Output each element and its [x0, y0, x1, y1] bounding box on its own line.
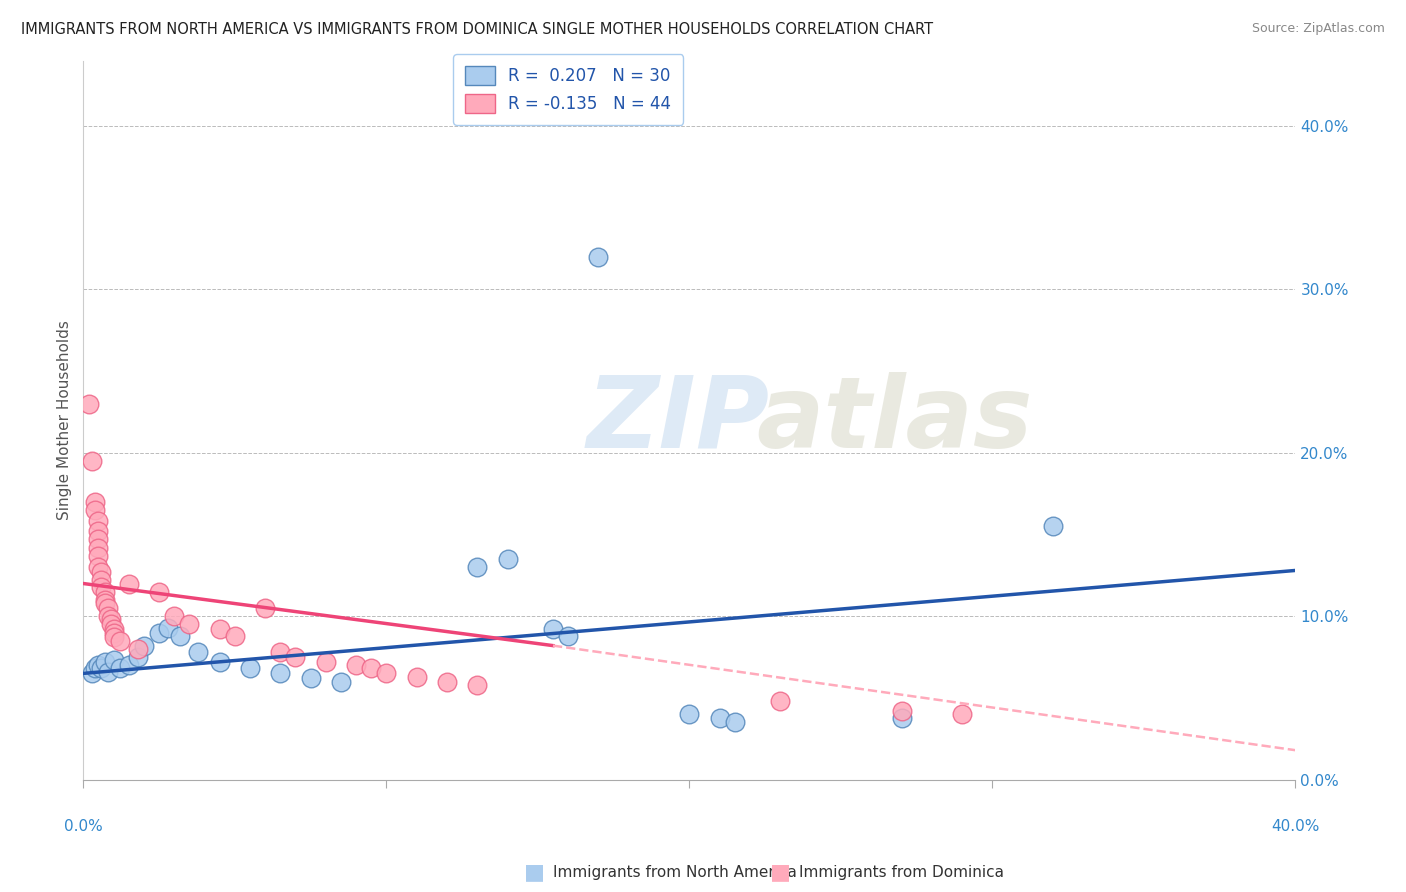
Point — [100, 617, 122, 632]
Point — [96, 601, 118, 615]
Text: ■: ■ — [524, 863, 544, 882]
Point — [224, 629, 246, 643]
Point — [82, 454, 104, 468]
Point — [108, 633, 131, 648]
Point — [79, 397, 101, 411]
Point — [103, 622, 125, 636]
Point — [299, 671, 322, 685]
Point — [678, 707, 700, 722]
Point — [208, 622, 231, 636]
Point — [93, 655, 115, 669]
Point — [87, 524, 110, 539]
Point — [87, 533, 110, 547]
Text: 40.0%: 40.0% — [1271, 819, 1320, 834]
Text: ZIP: ZIP — [586, 372, 769, 468]
Text: atlas: atlas — [756, 372, 1032, 468]
Text: Immigrants from North America: Immigrants from North America — [553, 865, 796, 880]
Point — [127, 641, 149, 656]
Point — [84, 503, 107, 517]
Point — [87, 560, 110, 574]
Point — [84, 661, 107, 675]
Text: 0.0%: 0.0% — [63, 819, 103, 834]
Point — [588, 250, 610, 264]
Point — [890, 710, 912, 724]
Point — [100, 612, 122, 626]
Legend: R =  0.207   N = 30, R = -0.135   N = 44: R = 0.207 N = 30, R = -0.135 N = 44 — [453, 54, 683, 125]
Point — [96, 665, 118, 679]
Point — [93, 584, 115, 599]
Point — [127, 650, 149, 665]
Point — [93, 596, 115, 610]
Text: IMMIGRANTS FROM NORTH AMERICA VS IMMIGRANTS FROM DOMINICA SINGLE MOTHER HOUSEHOL: IMMIGRANTS FROM NORTH AMERICA VS IMMIGRA… — [21, 22, 934, 37]
Text: Immigrants from Dominica: Immigrants from Dominica — [799, 865, 1004, 880]
Point — [284, 650, 307, 665]
Point — [557, 629, 579, 643]
Point — [950, 707, 973, 722]
Point — [148, 625, 170, 640]
Point — [496, 552, 519, 566]
Point — [82, 666, 104, 681]
Point — [84, 495, 107, 509]
Point — [269, 645, 291, 659]
Point — [254, 601, 277, 615]
Point — [179, 617, 201, 632]
Point — [436, 674, 458, 689]
Point — [1042, 519, 1064, 533]
Point — [769, 694, 792, 708]
Point — [103, 631, 125, 645]
Point — [709, 710, 731, 724]
Point — [90, 580, 112, 594]
Point — [163, 609, 186, 624]
Point — [90, 565, 112, 579]
Y-axis label: Single Mother Households: Single Mother Households — [58, 320, 72, 520]
Point — [108, 661, 131, 675]
Point — [93, 592, 115, 607]
Point — [724, 715, 747, 730]
Point — [187, 645, 209, 659]
Point — [315, 655, 337, 669]
Point — [208, 655, 231, 669]
Point — [103, 653, 125, 667]
Point — [87, 541, 110, 555]
Point — [157, 621, 180, 635]
Point — [465, 560, 488, 574]
Point — [87, 658, 110, 673]
Point — [103, 625, 125, 640]
Point — [118, 576, 141, 591]
Point — [239, 661, 262, 675]
Point — [148, 584, 170, 599]
Point — [118, 658, 141, 673]
Point — [132, 639, 155, 653]
Point — [90, 661, 112, 675]
Point — [405, 670, 427, 684]
Point — [87, 515, 110, 529]
Point — [465, 678, 488, 692]
Point — [87, 549, 110, 563]
Point — [375, 666, 398, 681]
Point — [96, 609, 118, 624]
Point — [541, 622, 564, 636]
Point — [269, 666, 291, 681]
Text: Source: ZipAtlas.com: Source: ZipAtlas.com — [1251, 22, 1385, 36]
Point — [90, 573, 112, 587]
Point — [169, 629, 191, 643]
Point — [344, 658, 367, 673]
Text: ■: ■ — [770, 863, 790, 882]
Point — [890, 704, 912, 718]
Point — [360, 661, 382, 675]
Point — [329, 674, 352, 689]
